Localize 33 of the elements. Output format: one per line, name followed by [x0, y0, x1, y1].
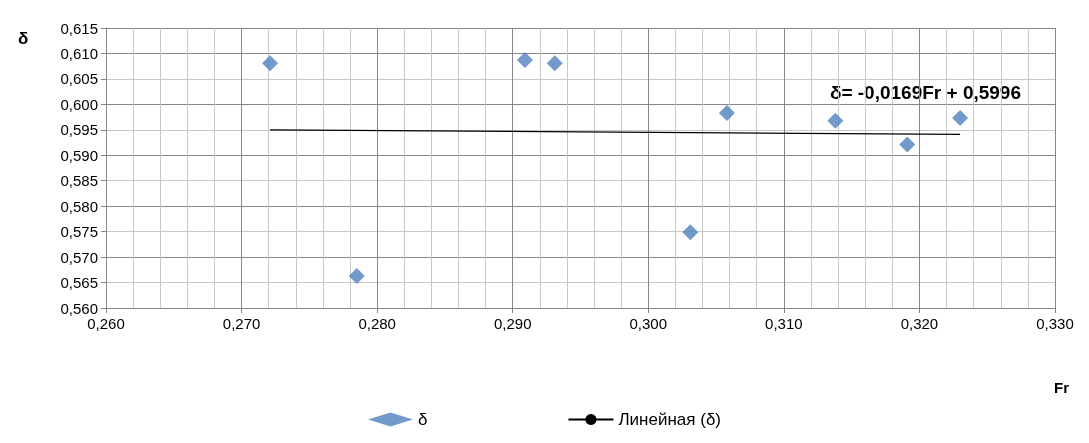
y-tick-label: 0,560: [60, 299, 98, 317]
point: [718, 105, 735, 122]
y-tick-label: 0,585: [60, 172, 98, 190]
x-tick-label: 0,270: [222, 315, 261, 332]
point: [682, 224, 699, 241]
point: [262, 55, 279, 72]
x-tick-label: 0,260: [87, 315, 125, 332]
y-axis-title: δ: [18, 29, 29, 48]
point: [546, 55, 563, 72]
y-tick-label: 0,600: [60, 95, 98, 113]
point: [952, 110, 969, 127]
legend-label: δ: [417, 410, 428, 429]
y-tick-label: 0,615: [60, 19, 98, 37]
x-tick-label: 0,330: [1036, 315, 1074, 332]
y-tick-label: 0,610: [60, 44, 98, 62]
x-tick-label: 0,280: [358, 315, 396, 332]
legend-label: Линейная (δ): [618, 410, 722, 429]
x-tick-label: 0,290: [493, 315, 532, 332]
y-tick-label: 0,565: [60, 274, 98, 292]
x-axis-title: Fr: [1054, 379, 1070, 396]
y-tick-label: 0,595: [60, 121, 98, 139]
y-tick-label: 0,580: [60, 197, 98, 215]
x-tick-label: 0,300: [629, 315, 668, 332]
x-tick-label: 0,310: [765, 315, 803, 332]
point: [348, 267, 365, 284]
y-tick-label: 0,570: [60, 248, 98, 266]
y-tick-label: 0,590: [60, 146, 98, 164]
y-tick-label: 0,575: [60, 223, 98, 241]
point: [899, 136, 916, 153]
x-tick-label: 0,320: [900, 315, 939, 332]
point: [516, 52, 533, 69]
point: [827, 112, 844, 129]
y-tick-label: 0,605: [60, 70, 98, 88]
